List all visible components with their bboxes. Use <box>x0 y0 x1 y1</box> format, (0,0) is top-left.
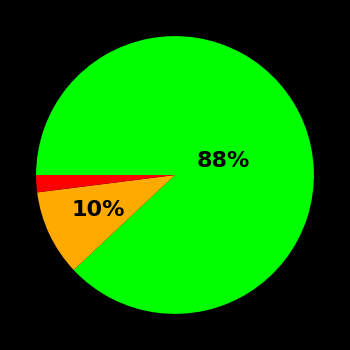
Text: 88%: 88% <box>197 151 250 171</box>
Wedge shape <box>36 175 175 192</box>
Wedge shape <box>37 175 175 270</box>
Wedge shape <box>36 36 314 314</box>
Text: 10%: 10% <box>72 200 125 220</box>
